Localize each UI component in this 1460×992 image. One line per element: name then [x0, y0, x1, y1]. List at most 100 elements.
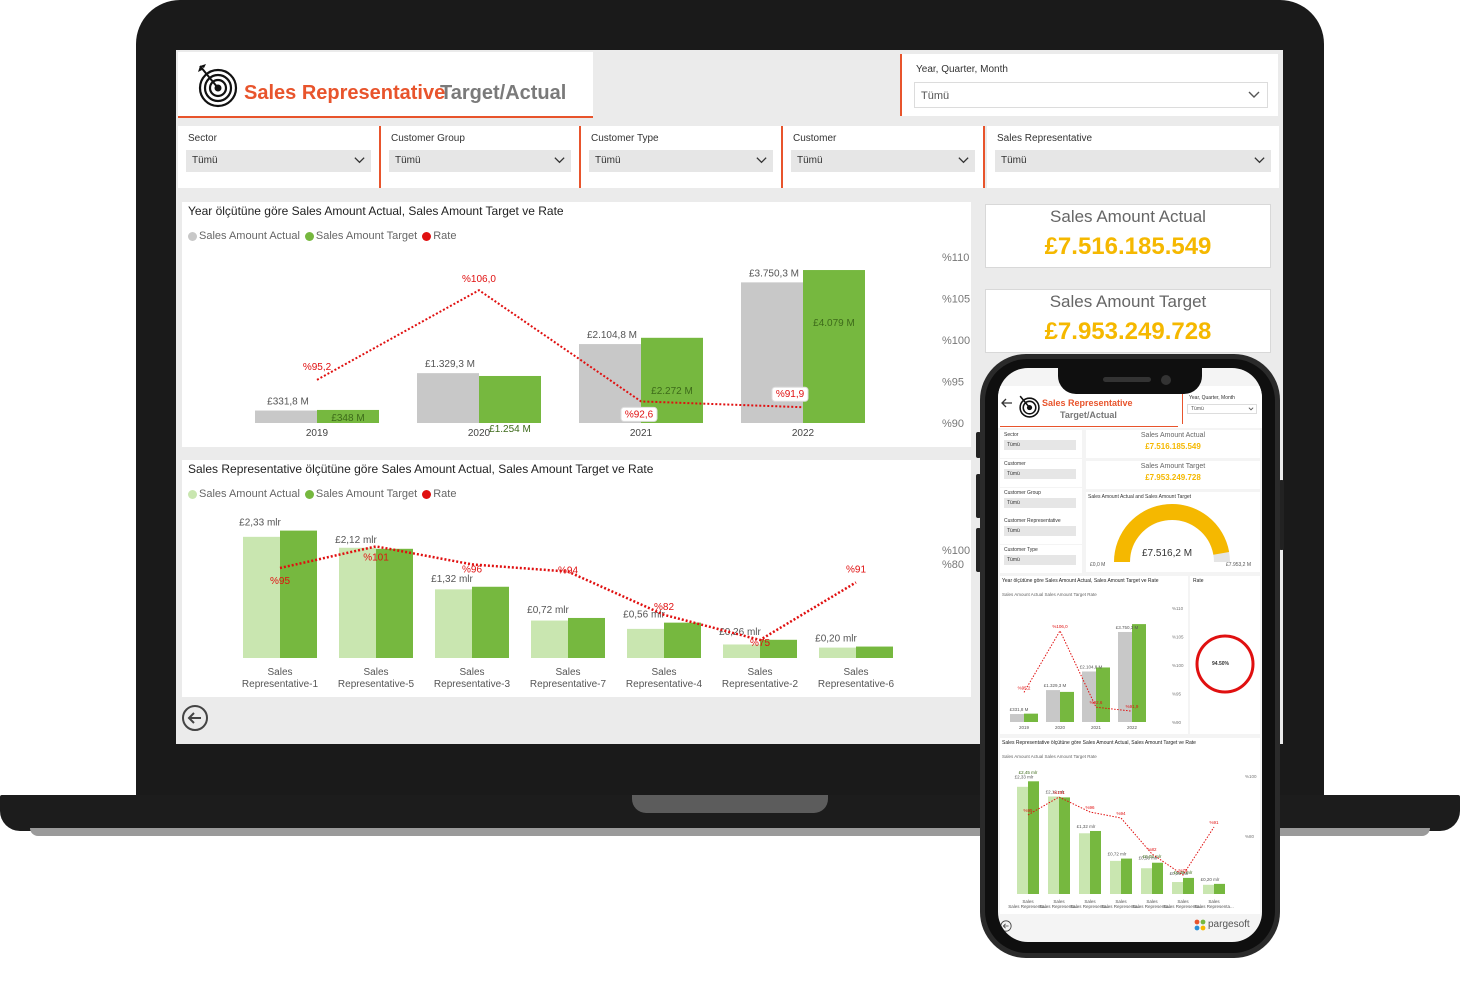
phone-slicer-label: Customer Type	[1004, 547, 1038, 553]
customer-group-slicer-dropdown[interactable]: Tümü	[389, 150, 571, 172]
bar-actual	[741, 282, 803, 423]
legend-target[interactable]: Sales Amount Target	[304, 488, 417, 500]
legend-target[interactable]: Sales Amount Target	[304, 230, 417, 242]
bar-actual	[819, 647, 856, 658]
rate-label: %101	[363, 552, 389, 563]
bar-actual	[255, 410, 317, 423]
phone-year-slicer-label: Year, Quarter, Month	[1189, 395, 1235, 401]
data-label-actual: £1,32 mlr	[1077, 824, 1096, 829]
x-tick-label: Sales	[267, 667, 292, 678]
phone-volume-up-button	[976, 474, 981, 518]
data-label-actual: £3.750,3 M	[749, 268, 799, 279]
phone-gauge	[1114, 504, 1230, 563]
customer-type-slicer-dropdown[interactable]: Tümü	[589, 150, 773, 172]
customer-type-slicer[interactable]: Customer Type Tümü	[581, 126, 783, 188]
rate-label: %82	[654, 602, 674, 613]
sector-slicer-label: Sector	[188, 133, 217, 144]
bar-actual	[1010, 714, 1024, 722]
phone-customer-type-slicer[interactable]: Customer Type Tümü	[1000, 545, 1082, 573]
year-slicer[interactable]: Year, Quarter, Month Tümü	[900, 54, 1278, 116]
phone-page-title: Sales Representative	[1042, 398, 1133, 408]
sector-slicer-dropdown[interactable]: Tümü	[186, 150, 371, 172]
x-tick-label: Representative-6	[818, 679, 895, 690]
phone-year-slicer[interactable]: Year, Quarter, Month Tümü	[1182, 394, 1260, 424]
phone-customer-rep-slicer[interactable]: Customer Representative Tümü	[1000, 516, 1082, 544]
year-slicer-dropdown[interactable]: Tümü	[914, 82, 1268, 108]
customer-slicer-label: Customer	[793, 133, 837, 144]
phone-rep-chart-title: Sales Representative ölçütüne göre Sales…	[1002, 740, 1196, 746]
phone-slicer-dropdown[interactable]: Tümü	[1004, 555, 1076, 565]
customer-slicer[interactable]: Customer Tümü	[783, 126, 985, 188]
bar-actual	[1118, 631, 1132, 722]
rate-label: %96	[1085, 805, 1095, 810]
x-tick-label: Sales Representa...	[1132, 904, 1172, 909]
bar-target	[479, 375, 541, 423]
highlight-label: £0,08 mlr	[1143, 854, 1162, 859]
phone-rep-chart: Sales Amount Actual Sales Amount Target …	[1002, 754, 1257, 909]
rate-label: %91,9	[1126, 704, 1139, 709]
customer-slicer-value: Tümü	[797, 155, 823, 166]
sales-rep-slicer[interactable]: Sales Representative Tümü	[987, 126, 1279, 188]
back-arrow-icon[interactable]	[1000, 920, 1012, 932]
bar-actual	[1017, 786, 1028, 894]
back-arrow-icon[interactable]	[1000, 396, 1014, 410]
chevron-down-icon	[958, 157, 969, 164]
data-label-actual: £0,56 mlr	[1139, 856, 1158, 861]
x-tick-label: Representative-2	[722, 679, 799, 690]
x-tick-label: Sales	[363, 667, 388, 678]
bar-actual	[1082, 671, 1096, 722]
bar-target	[1090, 830, 1101, 894]
legend-rate[interactable]: Rate	[422, 488, 456, 500]
phone-slicer-dropdown[interactable]: Tümü	[1004, 469, 1076, 479]
back-arrow-icon[interactable]	[181, 704, 209, 732]
x-tick-label: Sales	[1146, 899, 1158, 904]
x-tick-label: 2019	[306, 428, 329, 439]
bar-target	[664, 622, 701, 658]
rate-label: %94	[1116, 811, 1126, 816]
sales-rep-slicer-label: Sales Representative	[997, 133, 1093, 144]
phone-sector-slicer[interactable]: Sector Tümü	[1000, 430, 1082, 458]
phone-page-subtitle: Target/Actual	[1060, 410, 1117, 420]
chevron-down-icon	[554, 157, 565, 164]
phone-customer-slicer[interactable]: Customer Tümü	[1000, 459, 1082, 487]
bar-target	[568, 617, 605, 658]
sector-slicer[interactable]: Sector Tümü	[178, 126, 381, 188]
year-slicer-label: Year, Quarter, Month	[916, 64, 1008, 75]
phone-year-dropdown[interactable]: Tümü	[1187, 404, 1257, 414]
phone-customer-group-slicer[interactable]: Customer Group Tümü	[1000, 488, 1082, 516]
phone-rep-chart-panel: Sales Representative ölçütüne göre Sales…	[1000, 738, 1260, 914]
customer-group-slicer[interactable]: Customer Group Tümü	[381, 126, 581, 188]
rate-label: %106,0	[1052, 624, 1068, 629]
phone-slicer-label: Customer Group	[1004, 490, 1041, 496]
customer-slicer-dropdown[interactable]: Tümü	[791, 150, 975, 172]
year-chart-title: Year ölçütüne göre Sales Amount Actual, …	[188, 204, 564, 218]
data-label-actual: £0,72 mlr	[527, 605, 569, 616]
x-tick-label: Sales	[1115, 899, 1127, 904]
legend-actual[interactable]: Sales Amount Actual	[188, 230, 300, 242]
legend-rate[interactable]: Rate	[422, 230, 456, 242]
phone-slicer-dropdown[interactable]: Tümü	[1004, 498, 1076, 508]
phone-kpi-target-value: £7.953.249.728	[1145, 473, 1201, 482]
bar-actual	[627, 628, 664, 658]
phone-rate-title: Rate	[1193, 578, 1204, 584]
x-tick-label: 2020	[1055, 725, 1066, 730]
rate-label: %95,2	[303, 362, 332, 373]
y2-tick-label: %110	[1172, 606, 1184, 611]
rate-label: %91	[846, 564, 866, 575]
data-label-target: £4.079 M	[813, 318, 855, 329]
legend-rate-label: Rate	[433, 488, 457, 500]
legend-actual-label: Sales Amount Actual	[199, 488, 300, 500]
phone-camera	[1161, 375, 1171, 385]
phone-gauge-min: £0,0 M	[1090, 562, 1106, 568]
bar-actual	[417, 373, 479, 423]
phone-slicer-dropdown[interactable]: Tümü	[1004, 526, 1076, 536]
legend-text: Sales Amount Actual Sales Amount Target …	[1002, 592, 1097, 597]
phone-slicer-dropdown[interactable]: Tümü	[1004, 440, 1076, 450]
sales-rep-slicer-dropdown[interactable]: Tümü	[995, 150, 1271, 172]
rate-line	[1027, 796, 1215, 876]
kpi-actual-card: Sales Amount Actual £7.516.185.549	[985, 204, 1271, 268]
legend-actual[interactable]: Sales Amount Actual	[188, 488, 300, 500]
bar-target	[280, 530, 317, 658]
